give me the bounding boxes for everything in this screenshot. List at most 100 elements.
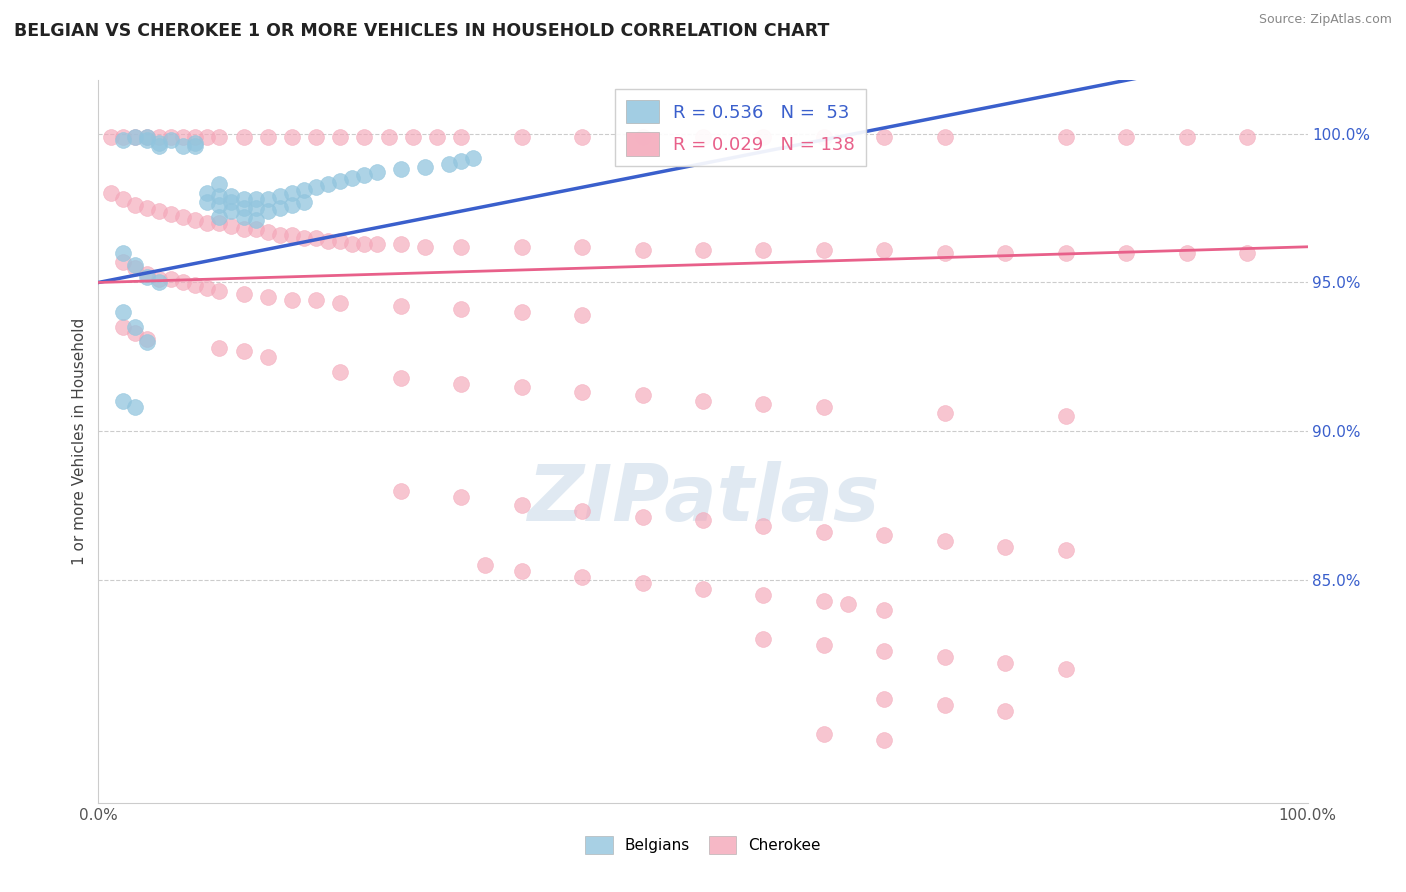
Point (450, 240, 472, 254)
Point (256, 192, 278, 206)
Point (195, 216, 218, 230)
Point (631, 243, 654, 257)
Point (631, 510, 654, 524)
Point (1054, 543, 1077, 558)
Point (510, 240, 533, 254)
Point (135, 269, 157, 284)
Point (1115, 245, 1137, 260)
Point (389, 370, 412, 384)
Point (463, 151, 485, 165)
Point (111, 133, 134, 147)
Point (184, 136, 207, 150)
Point (221, 219, 243, 233)
Point (111, 129, 134, 144)
Point (510, 379, 533, 393)
Point (281, 186, 304, 201)
Point (269, 189, 291, 203)
Point (124, 129, 146, 144)
Point (256, 129, 278, 144)
Point (148, 204, 170, 219)
Point (1236, 129, 1258, 144)
Point (1054, 409, 1077, 424)
Point (353, 169, 375, 183)
Point (994, 245, 1017, 260)
Point (245, 213, 267, 227)
Point (256, 225, 278, 239)
Point (934, 698, 956, 712)
Point (571, 504, 593, 518)
Point (232, 210, 254, 224)
Text: Source: ZipAtlas.com: Source: ZipAtlas.com (1258, 13, 1392, 27)
Point (124, 326, 146, 340)
Point (148, 276, 170, 290)
Point (342, 171, 364, 186)
Point (450, 302, 472, 317)
Point (135, 334, 157, 349)
Text: BELGIAN VS CHEROKEE 1 OR MORE VEHICLES IN HOUSEHOLD CORRELATION CHART: BELGIAN VS CHEROKEE 1 OR MORE VEHICLES I… (14, 22, 830, 40)
Point (873, 528, 896, 542)
Point (342, 236, 364, 251)
Point (813, 593, 835, 607)
Point (631, 129, 654, 144)
Point (124, 260, 146, 275)
Point (195, 129, 218, 144)
Point (873, 602, 896, 616)
Point (571, 570, 593, 584)
Point (752, 632, 775, 647)
Point (571, 240, 593, 254)
Point (934, 129, 956, 144)
Point (994, 540, 1017, 554)
Point (232, 287, 254, 301)
Point (837, 597, 859, 611)
Point (316, 234, 339, 248)
Point (135, 332, 157, 346)
Point (752, 129, 775, 144)
Point (124, 320, 146, 334)
Point (208, 198, 231, 212)
Point (111, 320, 134, 334)
Point (353, 236, 375, 251)
Point (100, 129, 122, 144)
Point (305, 129, 328, 144)
Point (329, 365, 352, 379)
Point (208, 216, 231, 230)
Point (245, 192, 267, 206)
Point (994, 704, 1017, 718)
Point (172, 276, 194, 290)
Point (631, 388, 654, 402)
Point (329, 234, 352, 248)
Point (510, 129, 533, 144)
Point (256, 290, 278, 304)
Point (124, 401, 146, 415)
Point (111, 245, 134, 260)
Point (873, 733, 896, 747)
Point (752, 243, 775, 257)
Point (389, 483, 412, 498)
Point (135, 133, 157, 147)
Point (269, 227, 291, 242)
Point (148, 138, 170, 153)
Y-axis label: 1 or more Vehicles in Household: 1 or more Vehicles in Household (72, 318, 87, 566)
Point (692, 243, 714, 257)
Point (232, 129, 254, 144)
Point (813, 727, 835, 741)
Point (752, 397, 775, 411)
Point (934, 406, 956, 420)
Point (426, 129, 449, 144)
Point (366, 165, 388, 179)
Point (135, 267, 157, 281)
Point (316, 178, 339, 192)
Point (100, 186, 122, 201)
Point (752, 588, 775, 602)
Point (450, 153, 472, 168)
Point (813, 401, 835, 415)
Point (450, 376, 472, 391)
Point (474, 558, 496, 572)
Point (437, 156, 460, 170)
Point (571, 308, 593, 322)
Point (413, 240, 436, 254)
Legend: Belgians, Cherokee: Belgians, Cherokee (579, 830, 827, 860)
Point (1054, 245, 1077, 260)
Point (292, 183, 315, 197)
Point (184, 213, 207, 227)
